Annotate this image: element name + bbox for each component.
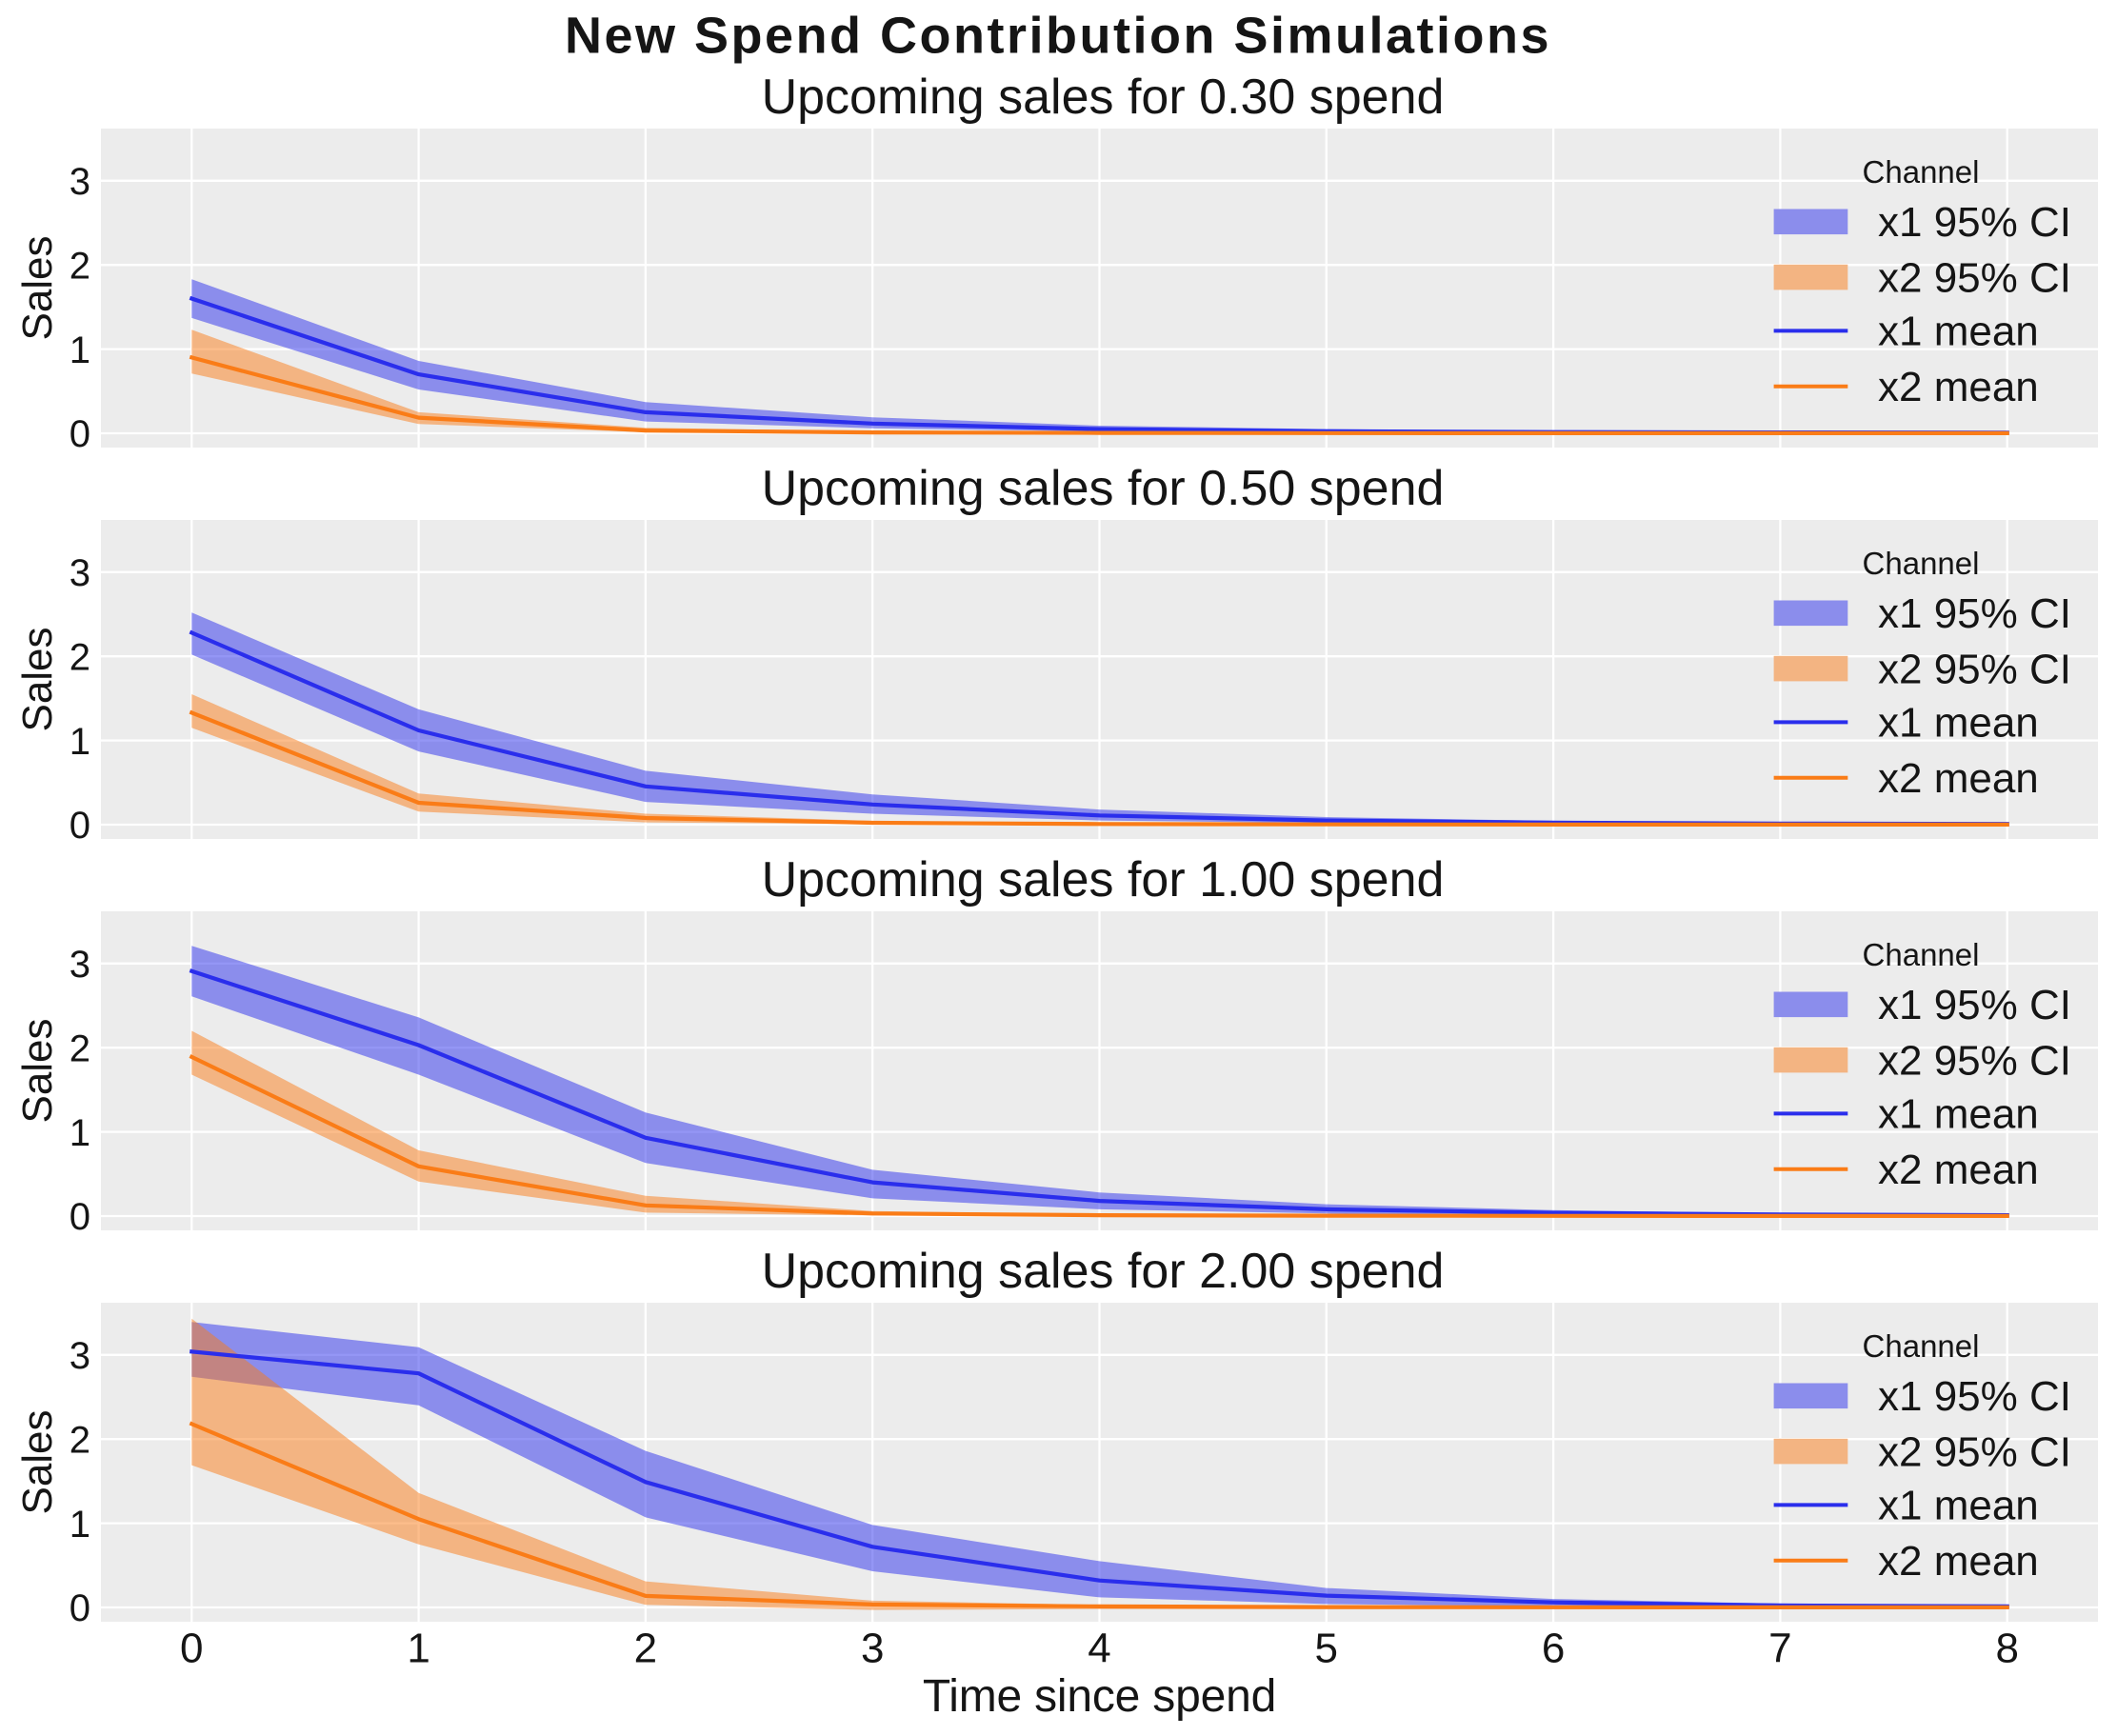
svg-text:Channel: Channel (1863, 154, 1980, 190)
svg-text:Sales: Sales (14, 235, 61, 340)
svg-text:5: 5 (1315, 1626, 1338, 1672)
svg-text:x1 95% CI: x1 95% CI (1878, 982, 2071, 1028)
svg-text:Upcoming sales for 1.00 spend: Upcoming sales for 1.00 spend (762, 852, 1445, 908)
svg-text:x2 95% CI: x2 95% CI (1878, 1428, 2071, 1475)
svg-text:0: 0 (70, 805, 90, 847)
svg-text:0: 0 (70, 1196, 90, 1238)
svg-text:4: 4 (1088, 1626, 1110, 1672)
svg-text:x2 mean: x2 mean (1878, 1538, 2039, 1585)
svg-text:Time since spend: Time since spend (923, 1671, 1276, 1722)
svg-text:3: 3 (70, 944, 90, 986)
svg-text:Upcoming sales for 0.30 spend: Upcoming sales for 0.30 spend (762, 70, 1445, 125)
svg-text:x2 mean: x2 mean (1878, 364, 2039, 410)
svg-text:Channel: Channel (1863, 1328, 1980, 1364)
svg-text:0: 0 (70, 413, 90, 455)
svg-text:2: 2 (634, 1626, 657, 1672)
svg-text:2: 2 (70, 636, 90, 678)
svg-text:0: 0 (70, 1587, 90, 1629)
svg-text:x2 mean: x2 mean (1878, 1147, 2039, 1193)
svg-text:7: 7 (1768, 1626, 1791, 1672)
svg-text:3: 3 (70, 1335, 90, 1377)
svg-text:x2 95% CI: x2 95% CI (1878, 254, 2071, 301)
svg-text:2: 2 (70, 1028, 90, 1069)
svg-text:x2 95% CI: x2 95% CI (1878, 646, 2071, 692)
svg-text:New Spend Contribution Simulat: New Spend Contribution Simulations (565, 8, 1551, 65)
svg-text:x1 95% CI: x1 95% CI (1878, 199, 2071, 246)
svg-text:x1 mean: x1 mean (1878, 1091, 2039, 1138)
svg-text:Upcoming sales for 2.00 spend: Upcoming sales for 2.00 spend (762, 1244, 1445, 1299)
svg-text:Upcoming sales for 0.50 spend: Upcoming sales for 0.50 spend (762, 461, 1445, 516)
svg-text:1: 1 (407, 1626, 429, 1672)
svg-text:2: 2 (70, 1419, 90, 1461)
svg-text:1: 1 (70, 721, 90, 763)
svg-text:8: 8 (1995, 1626, 2018, 1672)
svg-text:6: 6 (1542, 1626, 1565, 1672)
svg-text:0: 0 (180, 1626, 203, 1672)
svg-text:x1 mean: x1 mean (1878, 1483, 2039, 1529)
svg-text:Channel: Channel (1863, 546, 1980, 581)
svg-text:x1 95% CI: x1 95% CI (1878, 590, 2071, 637)
svg-text:x1 95% CI: x1 95% CI (1878, 1373, 2071, 1420)
svg-text:x1 mean: x1 mean (1878, 700, 2039, 747)
svg-text:Channel: Channel (1863, 937, 1980, 972)
svg-text:Sales: Sales (14, 1018, 61, 1123)
svg-text:2: 2 (70, 245, 90, 287)
svg-text:3: 3 (70, 161, 90, 203)
svg-text:1: 1 (70, 329, 90, 371)
svg-text:1: 1 (70, 1504, 90, 1546)
svg-text:x2 95% CI: x2 95% CI (1878, 1037, 2071, 1084)
svg-text:3: 3 (861, 1626, 884, 1672)
svg-text:x2 mean: x2 mean (1878, 755, 2039, 802)
svg-text:Sales: Sales (14, 1409, 61, 1514)
svg-text:Sales: Sales (14, 627, 61, 731)
svg-text:x1 mean: x1 mean (1878, 309, 2039, 355)
svg-text:1: 1 (70, 1112, 90, 1154)
svg-text:3: 3 (70, 552, 90, 594)
